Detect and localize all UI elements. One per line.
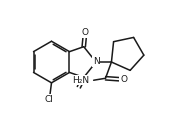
Text: Cl: Cl <box>44 95 53 104</box>
Text: N: N <box>93 57 99 66</box>
Text: H₂N: H₂N <box>72 76 89 85</box>
Text: O: O <box>81 28 88 37</box>
Text: O: O <box>120 75 127 84</box>
